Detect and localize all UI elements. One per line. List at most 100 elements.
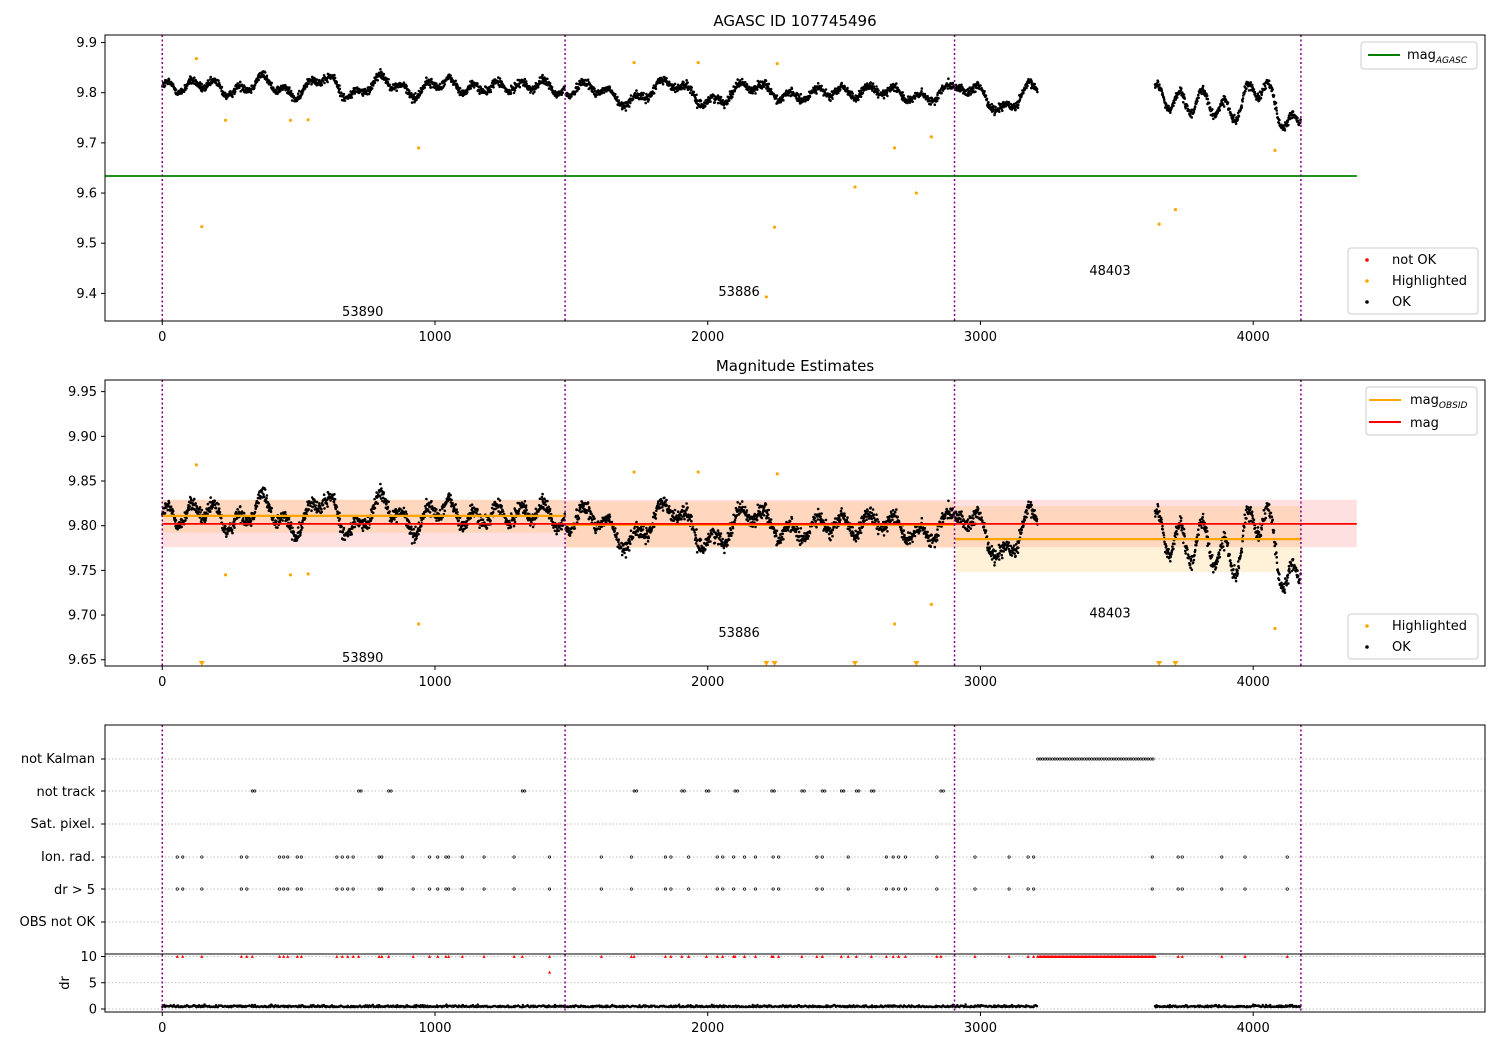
ok-point (780, 535, 784, 539)
ok-point (577, 87, 581, 90)
ok-point (513, 520, 517, 523)
ok-point (387, 78, 390, 81)
ok-point (320, 83, 324, 87)
ok-point (920, 87, 924, 90)
ok-point (370, 516, 374, 520)
ok-point (614, 527, 617, 530)
ok-point (487, 90, 491, 94)
ok-point (769, 87, 773, 91)
ok-point (593, 517, 596, 520)
ok-point (185, 516, 188, 520)
ok-point (617, 538, 621, 541)
highlighted-point (417, 146, 421, 150)
ok-point (326, 80, 329, 84)
ok-point (1236, 118, 1240, 121)
ok-point (665, 504, 669, 507)
ok-point (425, 76, 428, 79)
ok-point (586, 501, 590, 504)
ok-point (512, 524, 516, 528)
highlighted-point (892, 146, 897, 150)
ok-point (616, 95, 619, 99)
ok-point (731, 95, 734, 99)
ok-point (361, 529, 365, 533)
ok-point (268, 503, 271, 507)
ok-point (974, 90, 977, 93)
ok-point (335, 505, 339, 509)
ok-point (236, 508, 239, 511)
ok-point (546, 499, 549, 503)
ok-point (369, 519, 373, 522)
ok-point (546, 77, 549, 81)
ok-point (1234, 122, 1238, 126)
highlighted-point (775, 62, 779, 66)
ok-point (430, 77, 433, 81)
ok-point (1196, 99, 1199, 103)
ok-point (617, 540, 620, 544)
ok-point (231, 95, 234, 99)
legend-highlighted-marker (1365, 279, 1369, 283)
ok-point (455, 508, 459, 512)
ok-point (492, 86, 495, 89)
ok-point (501, 510, 505, 513)
ok-point (299, 531, 302, 534)
ok-point (1274, 101, 1278, 105)
ok-point (807, 534, 810, 538)
highlighted-point (306, 118, 310, 122)
ok-point (477, 88, 481, 92)
ok-point (1228, 107, 1231, 111)
ok-point (350, 96, 354, 99)
ok-point (491, 511, 495, 514)
ok-point (1275, 109, 1278, 112)
ok-point (1264, 87, 1268, 90)
ok-point (382, 491, 386, 494)
ok-point (642, 91, 645, 95)
ok-point (257, 78, 261, 82)
ok-point (585, 511, 588, 515)
ok-point (1278, 118, 1281, 122)
ok-point (338, 87, 342, 91)
highlighted-point (764, 295, 768, 299)
ok-point (736, 78, 739, 81)
ok-point (960, 83, 963, 87)
ok-point (299, 533, 302, 537)
ok-point (799, 527, 803, 530)
ok-point (710, 532, 714, 536)
ok-point (937, 97, 940, 100)
highlighted-point (1173, 208, 1178, 212)
ok-point (200, 508, 204, 512)
ok-point (257, 501, 261, 505)
ok-point (314, 504, 317, 507)
ok-point (721, 541, 724, 544)
ok-point (769, 518, 773, 521)
ok-point (1237, 115, 1241, 118)
ok-point (476, 82, 479, 85)
ok-point (380, 487, 383, 490)
ok-point (333, 76, 337, 80)
ok-point (214, 81, 218, 85)
highlighted-point (1157, 222, 1161, 226)
ok-point (1036, 90, 1039, 94)
ok-point (310, 509, 313, 512)
ok-point (414, 525, 417, 529)
ok-point (393, 87, 396, 91)
ok-point (435, 508, 438, 511)
ok-point (1241, 97, 1245, 100)
ok-point (287, 518, 291, 521)
ok-point (427, 503, 431, 506)
ok-point (278, 90, 282, 93)
ok-point (171, 83, 175, 86)
ok-point (217, 79, 220, 82)
ok-point (553, 94, 557, 97)
ok-point (690, 88, 693, 92)
ok-point (489, 90, 493, 94)
ok-point (690, 515, 693, 518)
ok-point (538, 76, 542, 79)
ok-point (767, 82, 771, 86)
ok-point (760, 87, 764, 90)
ok-point (685, 79, 688, 82)
ok-point (524, 504, 528, 507)
highlighted-point (853, 185, 857, 189)
ok-point (435, 519, 438, 522)
ok-point (1263, 84, 1267, 88)
